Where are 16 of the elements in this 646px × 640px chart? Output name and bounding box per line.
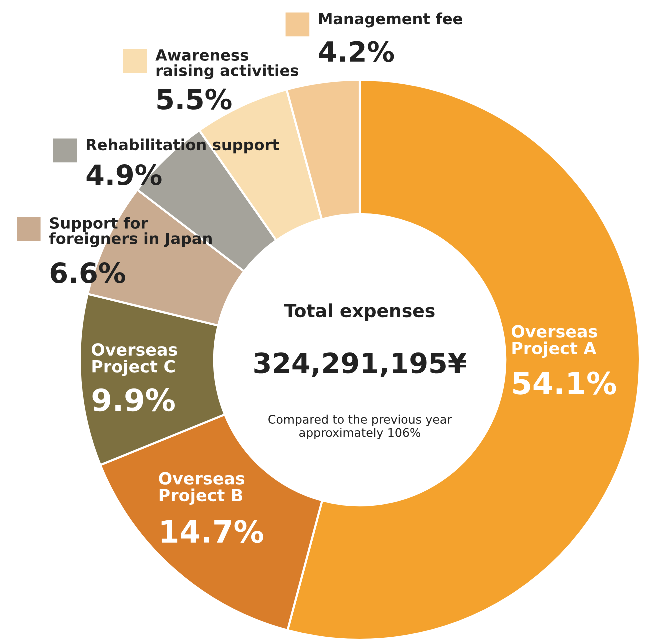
slice-label: Overseas Project C	[92, 343, 178, 376]
legend-label: Rehabilitation support	[87, 138, 280, 154]
text: Total expenses	[284, 304, 435, 322]
text: Compared to the previous year approximately 106%	[268, 414, 452, 440]
data-label: 4.9%	[86, 164, 162, 186]
data-label: 54.1%	[514, 372, 616, 395]
data-label: 5.5%	[158, 88, 232, 110]
data-label: 4.2%	[319, 41, 394, 62]
legend-label: Management fee	[319, 12, 462, 28]
data-label: 9.9%	[92, 388, 175, 412]
text: 324,291,195¥	[254, 352, 467, 378]
data-label: 14.7%	[162, 520, 264, 544]
legend-label: Awareness raising activities	[156, 50, 299, 80]
slice-label: Overseas Project A	[512, 325, 598, 358]
data-label: 6.6%	[50, 262, 126, 284]
slice-label: Overseas Project B	[159, 472, 245, 506]
